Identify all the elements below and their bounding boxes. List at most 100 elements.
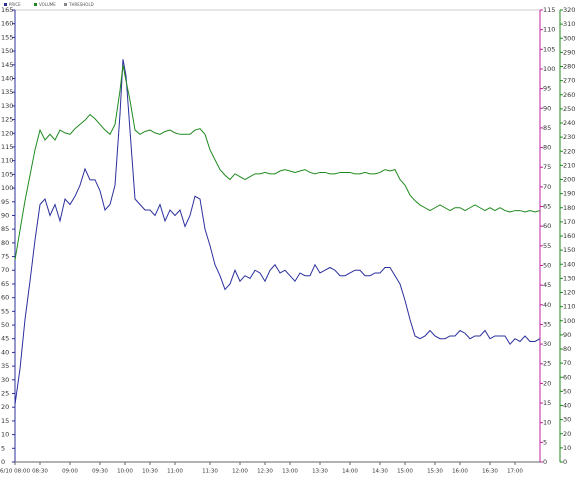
x-tick-label: 08:30 xyxy=(32,469,48,475)
y-tick-label: 90 xyxy=(543,104,551,112)
y-tick-label: 75 xyxy=(1,253,9,261)
x-tick-label: 12:30 xyxy=(257,469,273,475)
y-tick-label: 100 xyxy=(563,317,575,325)
x-tick-label: 10:00 xyxy=(117,469,133,475)
x-tick-label: 10:30 xyxy=(142,469,158,475)
y-tick-label: 130 xyxy=(563,274,575,282)
y-tick-label: 115 xyxy=(543,6,555,14)
y-tick-label: 95 xyxy=(1,198,9,206)
y-tick-label: 25 xyxy=(1,390,9,398)
x-tick-label: 15:00 xyxy=(397,469,413,475)
y-tick-label: 45 xyxy=(1,335,9,343)
y-tick-label: 105 xyxy=(543,45,555,53)
y-tick-label: 55 xyxy=(543,242,551,250)
y-tick-label: 115 xyxy=(1,143,13,151)
y-tick-label: 290 xyxy=(563,48,575,56)
y-tick-label: 280 xyxy=(563,63,575,71)
y-tick-label: 35 xyxy=(543,320,551,328)
y-tick-label: 125 xyxy=(1,116,13,124)
x-tick-label: 17:00 xyxy=(507,469,523,475)
y-tick-label: 80 xyxy=(1,239,9,247)
y-tick-label: 40 xyxy=(1,348,9,356)
y-tick-label: 210 xyxy=(563,161,575,169)
x-tick-label: 09:00 xyxy=(62,469,78,475)
y-tick-label: 120 xyxy=(1,129,13,137)
y-tick-label: 165 xyxy=(1,6,13,14)
y-tick-label: 85 xyxy=(1,225,9,233)
y-tick-label: 140 xyxy=(1,74,13,82)
y-tick-label: 60 xyxy=(563,373,571,381)
x-tick-label: 14:00 xyxy=(342,469,358,475)
x-tick-label: 6/10 08:00 xyxy=(0,469,30,475)
y-tick-label: 20 xyxy=(563,430,571,438)
y-tick-label: 170 xyxy=(563,218,575,226)
y-tick-label: 160 xyxy=(563,232,575,240)
legend-swatch xyxy=(4,3,7,6)
y-tick-label: 110 xyxy=(1,157,13,165)
y-tick-label: 50 xyxy=(563,387,571,395)
legend-label: PRICE xyxy=(9,2,21,7)
y-tick-label: 100 xyxy=(1,184,13,192)
y-tick-label: 10 xyxy=(1,431,9,439)
x-tick-label: 11:30 xyxy=(202,469,218,475)
y-tick-label: 180 xyxy=(563,204,575,212)
y-tick-label: 40 xyxy=(543,301,551,309)
y-tick-label: 10 xyxy=(543,419,551,427)
y-tick-label: 145 xyxy=(1,61,13,69)
y-tick-label: 300 xyxy=(563,34,575,42)
y-tick-label: 30 xyxy=(1,376,9,384)
y-tick-label: 0 xyxy=(543,458,547,466)
y-tick-label: 50 xyxy=(543,261,551,269)
y-tick-label: 95 xyxy=(543,85,551,93)
y-tick-label: 105 xyxy=(1,170,13,178)
y-tick-label: 70 xyxy=(543,183,551,191)
y-tick-label: 110 xyxy=(543,26,555,34)
series-line xyxy=(14,59,541,405)
legend-swatch xyxy=(34,3,37,6)
y-tick-label: 90 xyxy=(563,331,571,339)
y-tick-label: 150 xyxy=(563,246,575,254)
y-tick-label: 140 xyxy=(563,260,575,268)
y-tick-label: 155 xyxy=(1,33,13,41)
y-tick-label: 30 xyxy=(543,340,551,348)
y-tick-label: 15 xyxy=(543,399,551,407)
y-tick-label: 60 xyxy=(1,294,9,302)
y-tick-label: 5 xyxy=(1,444,5,452)
x-tick-label: 13:00 xyxy=(282,469,298,475)
x-tick-label: 09:30 xyxy=(92,469,108,475)
y-tick-label: 10 xyxy=(563,444,571,452)
y-tick-label: 40 xyxy=(563,402,571,410)
x-tick-label: 13:30 xyxy=(312,469,328,475)
y-tick-label: 270 xyxy=(563,77,575,85)
y-tick-label: 135 xyxy=(1,88,13,96)
y-tick-label: 90 xyxy=(1,211,9,219)
y-tick-label: 20 xyxy=(1,403,9,411)
y-tick-label: 70 xyxy=(563,359,571,367)
y-tick-label: 250 xyxy=(563,105,575,113)
y-tick-label: 75 xyxy=(543,163,551,171)
series-line xyxy=(14,64,541,261)
y-tick-label: 50 xyxy=(1,321,9,329)
y-tick-label: 230 xyxy=(563,133,575,141)
y-tick-label: 200 xyxy=(563,176,575,184)
legend-swatch xyxy=(64,3,67,6)
x-tick-label: 16:00 xyxy=(452,469,468,475)
y-tick-label: 130 xyxy=(1,102,13,110)
y-tick-label: 220 xyxy=(563,147,575,155)
y-tick-label: 30 xyxy=(563,416,571,424)
y-tick-label: 0 xyxy=(1,458,5,466)
y-tick-label: 240 xyxy=(563,119,575,127)
x-tick-label: 12:00 xyxy=(232,469,248,475)
y-tick-label: 260 xyxy=(563,91,575,99)
y-tick-label: 80 xyxy=(563,345,571,353)
y-tick-label: 5 xyxy=(543,438,547,446)
y-tick-label: 100 xyxy=(543,65,555,73)
y-tick-label: 85 xyxy=(543,124,551,132)
legend-label: VOLUME xyxy=(39,2,56,7)
y-tick-label: 0 xyxy=(563,458,567,466)
y-tick-label: 20 xyxy=(543,379,551,387)
x-tick-label: 14:30 xyxy=(372,469,388,475)
y-tick-label: 150 xyxy=(1,47,13,55)
y-tick-label: 110 xyxy=(563,303,575,311)
